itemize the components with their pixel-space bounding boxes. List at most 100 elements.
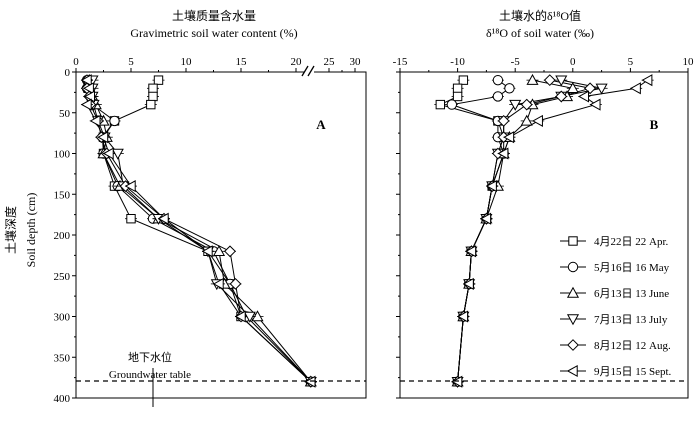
- legend-label: 7月13日 13 July: [594, 314, 668, 326]
- panel-b-point-triangle-left: [578, 90, 590, 103]
- panel-a-point-diamond: [224, 245, 236, 258]
- panel-a-series-line-6: [86, 80, 312, 383]
- panel-b-point-triangle-left: [457, 310, 469, 323]
- panel-b-point-triangle-left: [480, 212, 492, 225]
- panel-b-point-circle: [504, 83, 515, 94]
- x-tick-label-a: 10: [181, 56, 193, 68]
- x-tick-label-b: -10: [450, 56, 465, 68]
- y-axis: 0 50 100 150 200 250 300 350 400: [54, 67, 400, 405]
- y-axis-title-cn: 土壤深度: [3, 206, 18, 254]
- groundwater-label-cn: 地下水位: [128, 350, 172, 364]
- x-tick-label-a: 0: [73, 56, 79, 68]
- panel-a-point-square: [146, 99, 156, 110]
- panel-b-point-triangle-left: [641, 74, 653, 87]
- x-tick-label-a: 15: [236, 56, 248, 68]
- legend-marker-diamond: [567, 339, 579, 351]
- panel-b-title-cn: 土壤水的δ¹⁸O值: [499, 8, 581, 23]
- panel-b-axes: -15 -10 -5 0 5 10: [393, 56, 694, 72]
- legend-marker-triangle-down: [566, 314, 580, 326]
- legend-label: 8月12日 12 Aug.: [594, 340, 671, 352]
- panel-a-series-line-5: [86, 80, 312, 383]
- panel-a-point-triangle-left: [157, 212, 169, 225]
- legend-marker-circle: [567, 261, 579, 273]
- panel-b-point-triangle-left: [629, 82, 641, 95]
- panel-a-series-line-1: [103, 79, 312, 383]
- panel-a-point-triangle-down: [243, 311, 256, 323]
- panel-a-point-square: [148, 91, 158, 102]
- y-tick-label: 200: [54, 230, 71, 242]
- y-tick-label: 300: [54, 312, 71, 324]
- panel-a-point-triangle-left: [234, 310, 246, 323]
- panel-b-label: B: [650, 117, 659, 132]
- panel-b-point-triangle-up: [520, 114, 533, 126]
- y-tick-label: 0: [65, 67, 71, 79]
- panel-a-title-en: Gravimetric soil water content (%): [130, 26, 297, 40]
- x-tick-label-b: -5: [511, 56, 521, 68]
- panel-b-point-triangle-left: [503, 131, 515, 144]
- panel-b-point-square: [452, 91, 463, 102]
- panel-a-label: A: [316, 117, 326, 132]
- panel-b-point-triangle-left: [532, 114, 543, 127]
- panel-a-point-triangle-left: [80, 98, 92, 111]
- x-tick-label-b: 10: [683, 56, 695, 68]
- panel-b-point-triangle-left: [485, 180, 497, 193]
- y-tick-label: 350: [54, 352, 71, 364]
- panel-a-point-triangle-left: [124, 180, 136, 193]
- legend-marker-square: [568, 236, 578, 246]
- panel-a-axes: 0 5 10 15 20 25 30: [73, 56, 361, 72]
- y-tick-label: 150: [54, 189, 71, 201]
- legend-label: 4月22日 22 Apr.: [594, 236, 668, 248]
- panel-a-point-triangle-left: [201, 245, 213, 258]
- panel-b-point-triangle-left: [465, 245, 477, 258]
- panel-a-point-square: [148, 83, 158, 93]
- panel-a-point-diamond: [229, 277, 242, 290]
- panel-a-point-triangle-down: [111, 148, 124, 160]
- y-tick-label: 50: [59, 108, 71, 120]
- panel-a-point-triangle-left: [80, 74, 92, 87]
- panel-a-point-triangle-left: [102, 147, 114, 160]
- panel-a-point-triangle-left: [89, 114, 101, 127]
- panel-b-title-en: δ¹⁸O of soil water (‰): [486, 26, 594, 40]
- panel-b-point-triangle-left: [497, 147, 509, 160]
- panel-a-point-triangle-left: [212, 277, 224, 290]
- panel-b-series: [434, 73, 654, 388]
- panel-b-point-square: [452, 83, 463, 93]
- panel-b-point-triangle-up: [526, 73, 539, 85]
- legend-label: 5月16日 16 May: [594, 262, 670, 274]
- panel-b-point-circle: [446, 99, 458, 110]
- panel-b-point-diamond: [555, 90, 568, 103]
- legend-marker-triangle-left: [566, 364, 578, 378]
- axis-break-icon: [301, 65, 315, 78]
- y-tick-label: 400: [54, 393, 71, 405]
- panel-a-point-triangle-left: [304, 375, 316, 388]
- panel-b-point-diamond: [520, 98, 533, 111]
- x-tick-label-b: -15: [393, 56, 408, 68]
- panel-a-point-circle: [109, 115, 120, 127]
- panel-a-point-triangle-left: [84, 90, 95, 103]
- panel-b-point-triangle-left: [451, 375, 463, 388]
- panel-a-point-triangle-left: [82, 82, 94, 95]
- panel-b-series-line-6: [457, 79, 648, 382]
- y-tick-label: 100: [54, 149, 71, 161]
- x-tick-label-b: 5: [628, 56, 634, 68]
- panel-a-point-triangle-up: [251, 310, 264, 322]
- panel-a-series-line-4: [92, 80, 312, 383]
- legend-marker-triangle-up: [566, 286, 580, 298]
- panel-a-point-square: [126, 214, 136, 224]
- panel-a-point-triangle-left: [97, 131, 109, 144]
- panel-b-series-line-3: [457, 79, 574, 382]
- panel-b-point-square: [435, 99, 446, 110]
- y-tick-label: 250: [54, 271, 71, 283]
- legend-label: 9月15日 15 Sept.: [594, 366, 672, 378]
- panel-a-point-triangle-up: [212, 245, 226, 256]
- panel-b-point-circle: [492, 74, 504, 86]
- panel-b-point-square: [458, 75, 469, 85]
- panel-a-series-line-2: [86, 80, 312, 383]
- panel-b-point-diamond: [584, 82, 596, 95]
- legend-label: 6月13日 13 June: [594, 288, 669, 300]
- panel-b-point-circle: [492, 91, 504, 102]
- panel-b-point-triangle-left: [462, 277, 474, 290]
- x-tick-label-a: 25: [324, 56, 336, 68]
- panel-b-point-diamond: [543, 74, 556, 87]
